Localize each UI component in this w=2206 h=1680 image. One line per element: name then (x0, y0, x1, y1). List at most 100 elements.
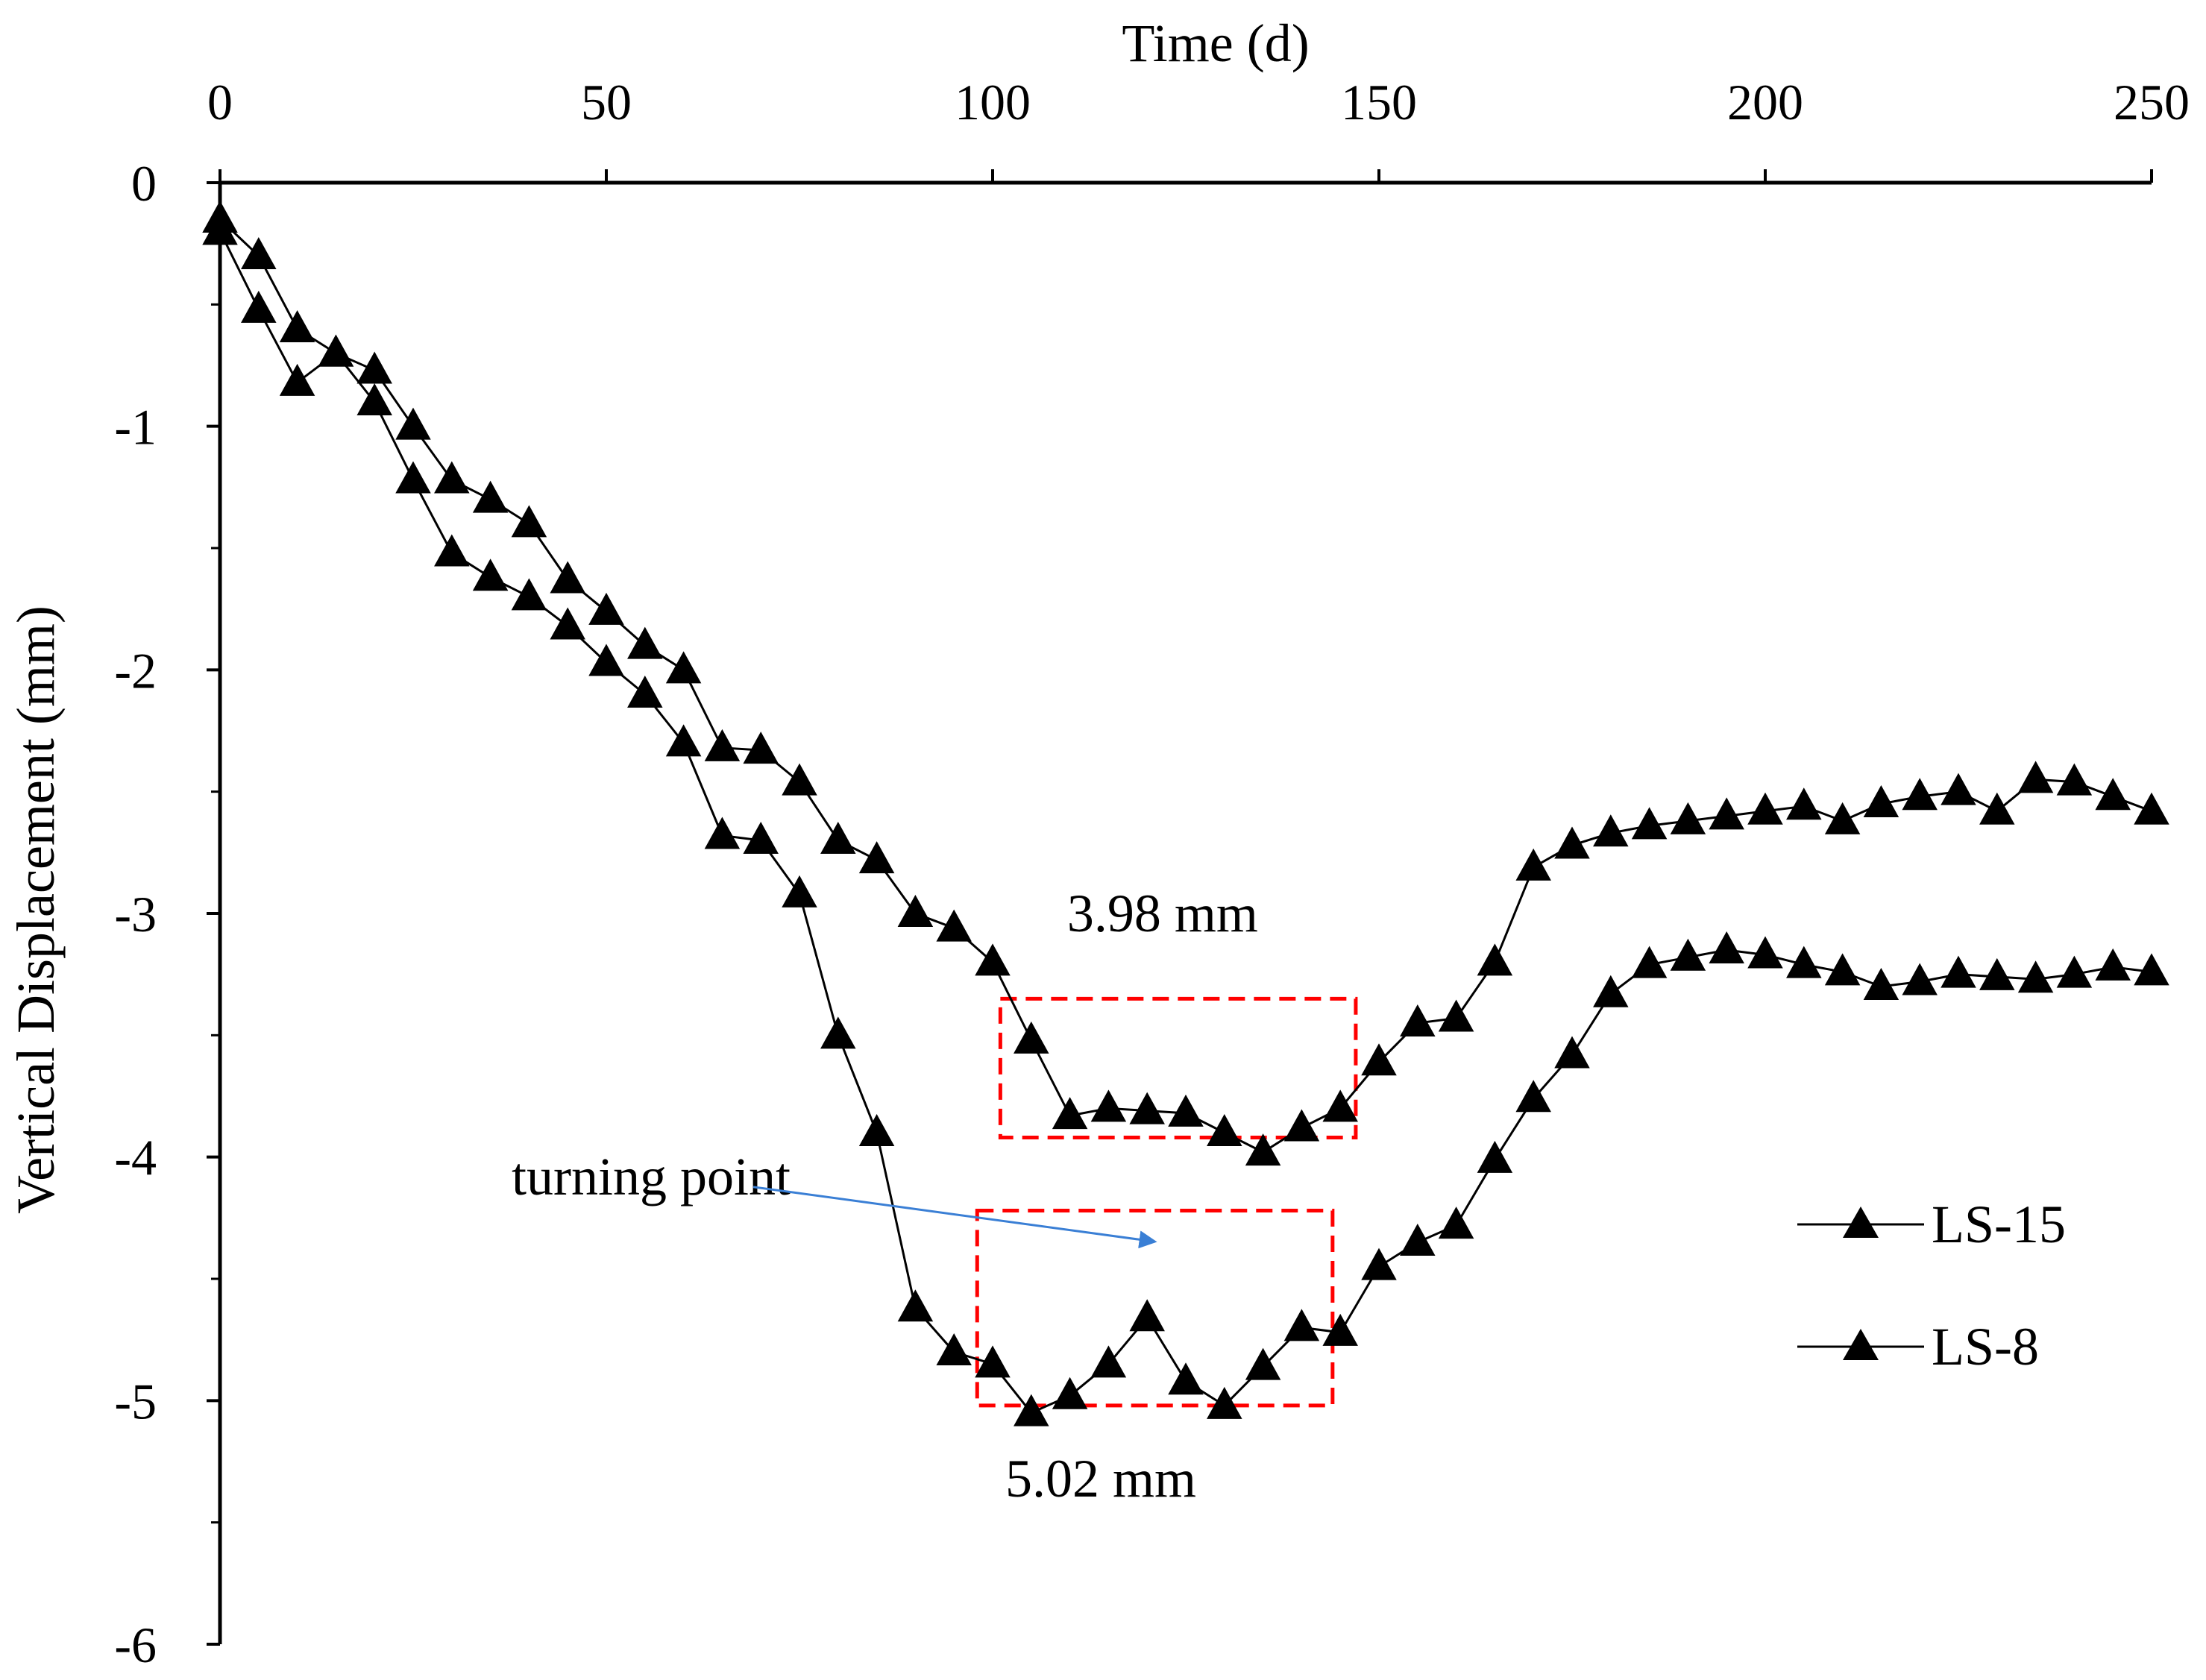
annotation-ls8-min: 3.98 mm (1067, 884, 1258, 943)
highlight-box-ls-15 (975, 1209, 1335, 1408)
series-ls-8 (202, 213, 2169, 1166)
data-point (1747, 936, 1783, 969)
legend-marker-ls15 (1843, 1206, 1879, 1238)
data-point (2134, 953, 2169, 986)
data-point (1747, 792, 1783, 825)
x-tick-label: 250 (2114, 74, 2190, 130)
y-tick-labels: 0 -1 -2 -3 -4 -5 -6 (114, 155, 157, 1673)
data-point (1477, 1140, 1513, 1173)
data-point (858, 1114, 895, 1146)
x-tick-label: 150 (1341, 74, 1417, 130)
data-point (1052, 1097, 1088, 1130)
series-line-ls-8 (219, 230, 2152, 1154)
data-point (511, 505, 547, 538)
data-point (1322, 1089, 1358, 1122)
data-point (1168, 1094, 1204, 1127)
data-point (1207, 1386, 1242, 1419)
data-point (241, 237, 277, 269)
data-point (627, 676, 663, 708)
data-point (1283, 1309, 1320, 1341)
data-point (1477, 943, 1513, 976)
data-point (1902, 963, 1938, 995)
x-axis-title: Time (d) (1122, 13, 1309, 73)
data-point (241, 290, 277, 323)
x-tick-labels: 0 50 100 150 200 250 (207, 74, 2190, 130)
data-point (434, 461, 470, 494)
data-point (1593, 814, 1629, 847)
data-point (820, 822, 856, 854)
data-point (936, 1333, 972, 1365)
y-axis-title: Vertical Displacement (mm) (6, 605, 66, 1214)
data-point (704, 729, 741, 761)
data-point (1631, 807, 1668, 840)
y-tick-label: -2 (114, 642, 157, 699)
data-point (2017, 960, 2054, 993)
data-point (511, 578, 547, 611)
data-point (1438, 1206, 1474, 1239)
data-point (1554, 1036, 1590, 1069)
data-point (1400, 1004, 1436, 1036)
data-point (1515, 1080, 1551, 1113)
data-point (1515, 848, 1551, 881)
data-point (897, 1289, 934, 1322)
legend-marker-ls8 (1843, 1329, 1879, 1360)
x-tick-label: 50 (581, 74, 632, 130)
highlight-boxes (975, 996, 1358, 1408)
data-point (1322, 1313, 1358, 1346)
data-point (665, 651, 702, 684)
data-point (434, 534, 470, 567)
data-point (936, 909, 972, 942)
data-point (395, 407, 431, 440)
y-tick-label: -3 (114, 886, 157, 943)
annotation-ls15-min: 5.02 mm (1005, 1449, 1196, 1508)
data-point (550, 607, 585, 640)
legend: LS-15 LS-8 (1797, 1195, 2066, 1377)
data-point (1786, 787, 1822, 820)
data-point (318, 334, 354, 367)
y-tick-label: -1 (114, 399, 157, 456)
data-point (1168, 1362, 1204, 1395)
data-point (704, 817, 741, 849)
legend-label-ls15: LS-15 (1932, 1195, 2066, 1254)
data-point (279, 310, 315, 342)
data-point (1438, 999, 1474, 1032)
data-point (1245, 1347, 1281, 1380)
data-point (1941, 955, 1976, 988)
data-point (1090, 1345, 1127, 1378)
data-point (1979, 792, 2015, 825)
data-point (1631, 946, 1668, 978)
data-point (627, 626, 663, 659)
data-point (1400, 1224, 1436, 1256)
y-tick-label: -5 (114, 1373, 157, 1429)
data-point (1863, 785, 1899, 817)
data-point (1709, 797, 1744, 830)
data-point (2095, 948, 2131, 981)
data-point (1824, 802, 1861, 834)
data-point (1129, 1299, 1165, 1332)
data-point (1902, 778, 1938, 811)
data-point (356, 383, 392, 415)
data-point (395, 461, 431, 494)
data-point (2056, 955, 2093, 988)
data-point (743, 822, 779, 854)
data-point (279, 363, 315, 396)
data-point (1863, 968, 1899, 1000)
x-tick-label: 200 (1727, 74, 1803, 130)
data-point (975, 1345, 1011, 1378)
data-point (1361, 1043, 1397, 1076)
data-point (2095, 778, 2131, 811)
data-point (1207, 1114, 1242, 1146)
axis-ticks (207, 169, 2153, 1646)
highlight-box-ls-8 (998, 996, 1358, 1140)
data-point (1979, 957, 2015, 990)
data-point (1670, 938, 1706, 971)
data-point (1361, 1248, 1397, 1280)
series-ls-15 (202, 201, 2169, 1426)
data-point (1052, 1377, 1088, 1409)
data-point (588, 592, 624, 625)
data-point (820, 1016, 856, 1049)
data-point (743, 732, 779, 764)
data-point (2017, 761, 2054, 793)
y-tick-label: 0 (131, 155, 157, 212)
